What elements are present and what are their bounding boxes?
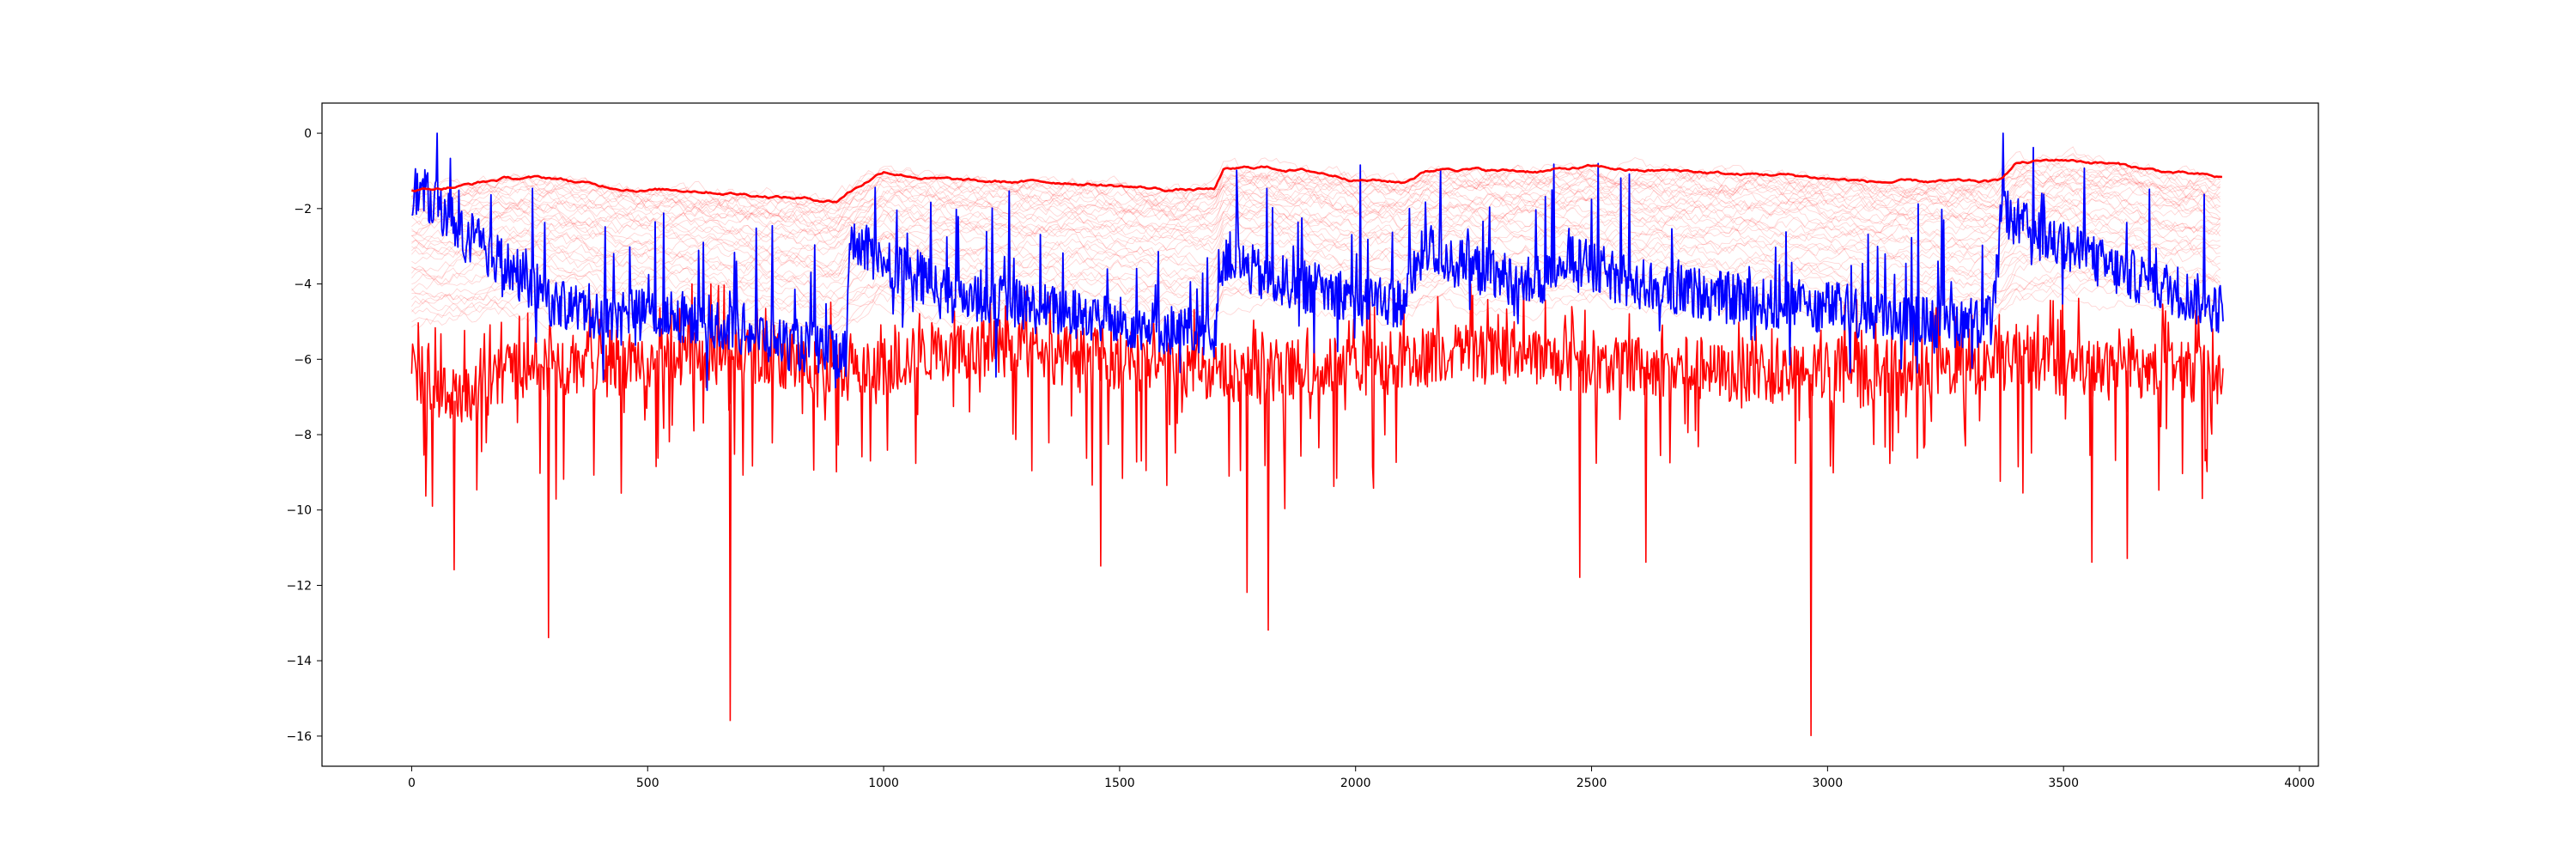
band-line — [411, 163, 2221, 221]
outlier-spike — [2090, 369, 2094, 564]
outlier-spike — [728, 356, 732, 722]
outlier-spike — [453, 400, 456, 570]
x-axis: 0 500 1000 1500 2000 2500 3000 3500 4000 — [408, 766, 2315, 790]
band-line — [411, 190, 2221, 245]
outlier-spike — [546, 367, 550, 638]
band-line — [411, 168, 2221, 222]
band-line — [411, 154, 2221, 215]
band-line — [411, 156, 2221, 218]
series-lines — [410, 132, 2224, 736]
series-red-envelope — [410, 158, 2223, 204]
x-tick-label: 0 — [408, 777, 416, 790]
x-tick-label: 3500 — [2048, 777, 2079, 790]
series-blue — [411, 132, 2224, 392]
band-line — [411, 171, 2221, 229]
outlier-spike — [1643, 366, 1648, 564]
y-tick-label: 0 — [304, 127, 312, 141]
band-line — [411, 198, 2221, 260]
y-tick-label: −6 — [294, 353, 312, 367]
x-tick-label: 4000 — [2284, 777, 2315, 790]
outlier-spike — [1099, 357, 1103, 567]
outlier-spike — [1577, 364, 1582, 578]
y-tick-label: −10 — [286, 504, 312, 518]
y-axis: 0 −2 −4 −6 −8 −10 −12 −14 −16 — [286, 127, 322, 744]
y-tick-label: −8 — [294, 429, 312, 442]
x-tick-label: 2000 — [1340, 777, 1371, 790]
y-tick-label: −4 — [294, 278, 312, 292]
x-tick-label: 1000 — [868, 777, 899, 790]
y-tick-label: −2 — [294, 203, 312, 216]
x-tick-label: 3000 — [1813, 777, 1844, 790]
y-tick-label: −14 — [286, 655, 312, 668]
band-line — [411, 158, 2221, 216]
band-line — [411, 175, 2221, 224]
band-line — [411, 165, 2221, 214]
x-tick-label: 2500 — [1577, 777, 1607, 790]
outlier-spike — [1245, 373, 1249, 594]
y-tick-label: −12 — [286, 579, 312, 593]
band-line — [411, 151, 2221, 206]
x-tick-label: 500 — [636, 777, 659, 790]
outlier-spike — [1809, 374, 1813, 736]
outlier-spike — [1267, 373, 1270, 631]
y-tick-label: −16 — [286, 730, 312, 744]
outlier-spike — [2125, 370, 2129, 559]
band-line — [411, 169, 2221, 226]
x-tick-label: 1500 — [1104, 777, 1135, 790]
band-line — [411, 207, 2221, 272]
band-line — [411, 181, 2221, 233]
